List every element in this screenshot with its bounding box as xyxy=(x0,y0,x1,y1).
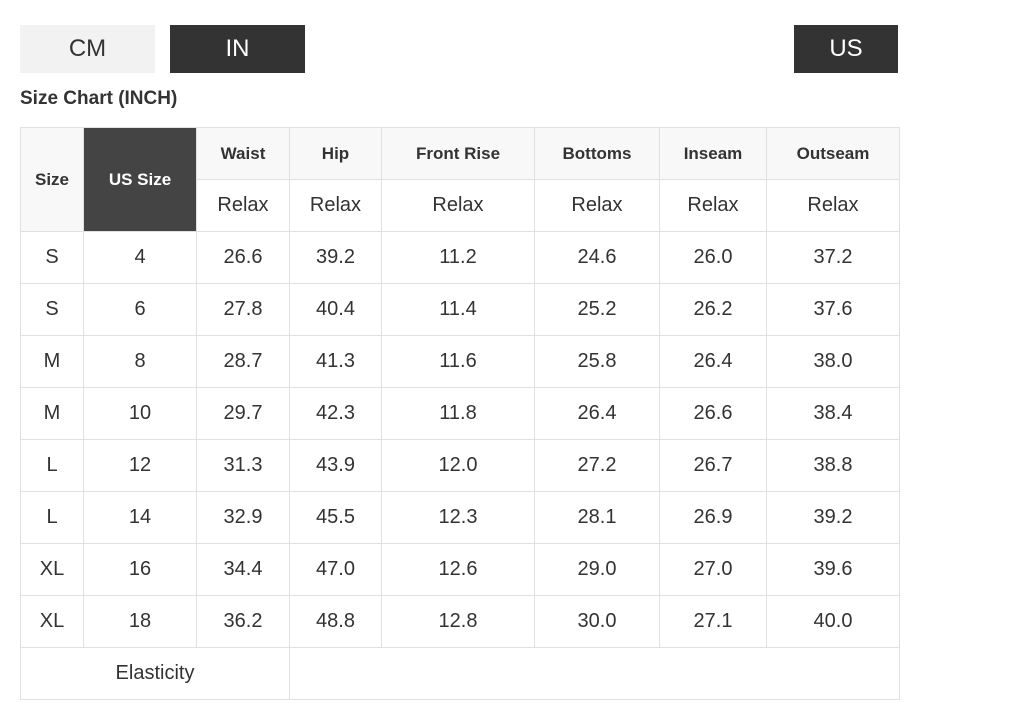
table-cell: 38.0 xyxy=(766,335,900,388)
table-cell: 26.0 xyxy=(659,231,767,284)
table-cell: M xyxy=(20,387,84,440)
table-row: S 4 26.6 39.2 11.2 24.6 26.0 37.2 xyxy=(20,231,900,284)
table-cell: L xyxy=(20,491,84,544)
table-row: Relax Relax Relax Relax Relax Relax xyxy=(21,179,900,232)
unit-tab[interactable]: IN xyxy=(170,25,305,73)
table-cell: 6 xyxy=(83,283,197,336)
header-cell: Hip xyxy=(289,127,382,180)
table-cell: XL xyxy=(20,543,84,596)
table-cell: 27.8 xyxy=(196,283,290,336)
table-cell: 38.4 xyxy=(766,387,900,440)
subheader-cell: Relax xyxy=(659,179,767,232)
table-cell: 27.1 xyxy=(659,595,767,648)
table-cell: 25.2 xyxy=(534,283,660,336)
table-cell: 48.8 xyxy=(289,595,382,648)
table-cell: 12.0 xyxy=(381,439,535,492)
table-cell: 37.2 xyxy=(766,231,900,284)
table-cell: 25.8 xyxy=(534,335,660,388)
table-cell: S xyxy=(20,283,84,336)
table-row: XL 16 34.4 47.0 12.6 29.0 27.0 39.6 xyxy=(20,543,900,596)
header-cell: Size xyxy=(20,127,84,232)
table-cell: 12.8 xyxy=(381,595,535,648)
table-cell: 38.8 xyxy=(766,439,900,492)
table-cell: 12.3 xyxy=(381,491,535,544)
size-table: Size US Size Waist Hip Front Rise Bottoms Inse… xyxy=(20,127,900,700)
table-cell: 37.6 xyxy=(766,283,900,336)
table-cell: XL xyxy=(20,595,84,648)
region-button[interactable]: US xyxy=(794,25,898,73)
table-row: XL 18 36.2 48.8 12.8 30.0 27.1 40.0 xyxy=(20,595,900,648)
subheader-cell: Relax xyxy=(381,179,535,232)
chart-title: Size Chart (INCH) xyxy=(20,88,178,109)
table-row: L 12 31.3 43.9 12.0 27.2 26.7 38.8 xyxy=(20,439,900,492)
table-cell: 27.2 xyxy=(534,439,660,492)
table-cell: 16 xyxy=(83,543,197,596)
table-cell: 40.0 xyxy=(766,595,900,648)
empty-cell xyxy=(289,647,900,700)
subheader-cell: Relax xyxy=(766,179,900,232)
table-row: M 8 28.7 41.3 11.6 25.8 26.4 38.0 xyxy=(20,335,900,388)
table-cell: 18 xyxy=(83,595,197,648)
table-cell: 34.4 xyxy=(196,543,290,596)
table-cell: 42.3 xyxy=(289,387,382,440)
table-cell: 24.6 xyxy=(534,231,660,284)
subheader-cell: Relax xyxy=(534,179,660,232)
table-cell: 43.9 xyxy=(289,439,382,492)
table-cell: 41.3 xyxy=(289,335,382,388)
table-cell: 47.0 xyxy=(289,543,382,596)
table-cell: 12.6 xyxy=(381,543,535,596)
table-cell: 31.3 xyxy=(196,439,290,492)
table-cell: M xyxy=(20,335,84,388)
table-cell: 26.7 xyxy=(659,439,767,492)
table-cell: 28.7 xyxy=(196,335,290,388)
table-cell: 26.2 xyxy=(659,283,767,336)
table-cell: 39.2 xyxy=(289,231,382,284)
footer-cell: Elasticity xyxy=(20,647,290,700)
table-cell: 26.9 xyxy=(659,491,767,544)
table-cell: 12 xyxy=(83,439,197,492)
table-row: L 14 32.9 45.5 12.3 28.1 26.9 39.2 xyxy=(20,491,900,544)
table-cell: 11.2 xyxy=(381,231,535,284)
table-cell: 8 xyxy=(83,335,197,388)
header-cell: Bottoms xyxy=(534,127,660,180)
table-cell: 26.4 xyxy=(659,335,767,388)
table-cell: 26.4 xyxy=(534,387,660,440)
table-cell: 26.6 xyxy=(659,387,767,440)
header-cell: Inseam xyxy=(659,127,767,180)
table-row: Elasticity xyxy=(20,647,900,700)
table-cell: L xyxy=(20,439,84,492)
table-cell: S xyxy=(20,231,84,284)
unit-tab[interactable]: CM xyxy=(20,25,155,73)
table-cell: 11.4 xyxy=(381,283,535,336)
table-cell: 45.5 xyxy=(289,491,382,544)
table-cell: 4 xyxy=(83,231,197,284)
header-cell: US Size xyxy=(83,127,197,232)
table-row: M 10 29.7 42.3 11.8 26.4 26.6 38.4 xyxy=(20,387,900,440)
table-cell: 10 xyxy=(83,387,197,440)
table-cell: 29.7 xyxy=(196,387,290,440)
table-cell: 11.6 xyxy=(381,335,535,388)
table-row: S 6 27.8 40.4 11.4 25.2 26.2 37.6 xyxy=(20,283,900,336)
table-row: Size US Size Waist Hip Front Rise Bottoms Inse… xyxy=(20,127,900,232)
table-cell: 39.6 xyxy=(766,543,900,596)
subheader-cell: Relax xyxy=(196,179,290,232)
header-cell: Front Rise xyxy=(381,127,535,180)
table-cell: 14 xyxy=(83,491,197,544)
subheader-cell: Relax xyxy=(289,179,382,232)
header-cell: Waist xyxy=(196,127,290,180)
header-cell: Outseam xyxy=(766,127,900,180)
table-cell: 28.1 xyxy=(534,491,660,544)
table-cell: 29.0 xyxy=(534,543,660,596)
table-cell: 39.2 xyxy=(766,491,900,544)
table-cell: 32.9 xyxy=(196,491,290,544)
table-cell: 27.0 xyxy=(659,543,767,596)
table-cell: 40.4 xyxy=(289,283,382,336)
table-cell: 11.8 xyxy=(381,387,535,440)
table-cell: 36.2 xyxy=(196,595,290,648)
table-cell: 26.6 xyxy=(196,231,290,284)
table-cell: 30.0 xyxy=(534,595,660,648)
